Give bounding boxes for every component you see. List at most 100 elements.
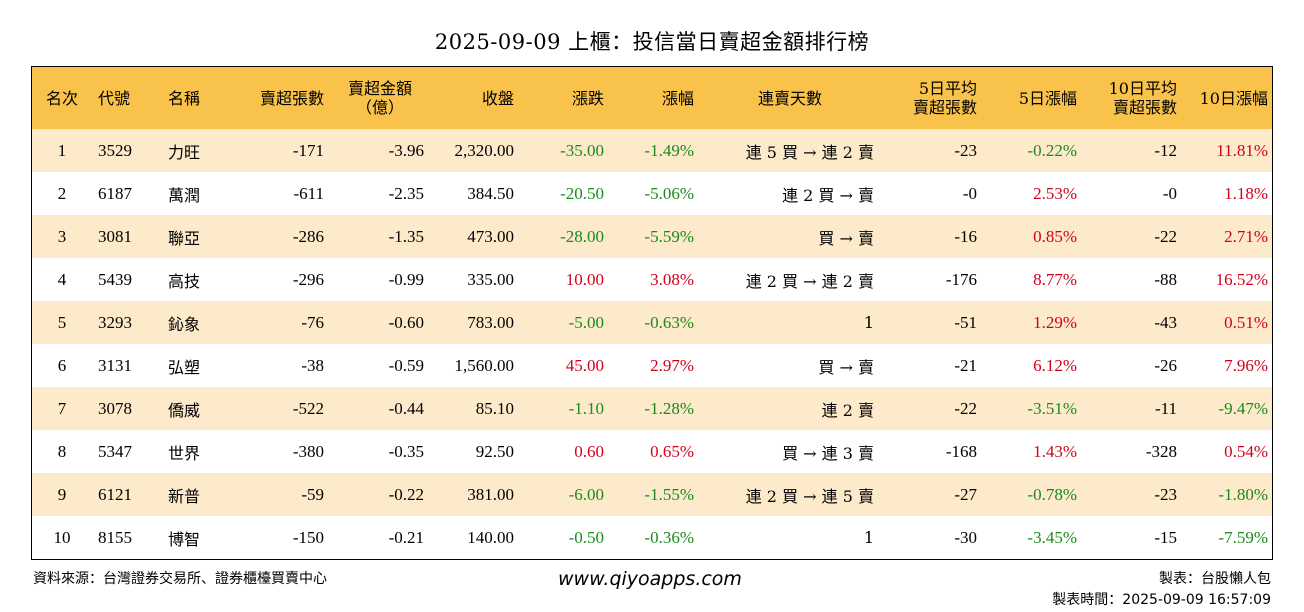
table-row: 6 3131 弘塑 -38 -0.59 1,560.00 45.00 2.97% 買 → 賣 -2… xyxy=(32,344,1272,387)
cell-close: 1,560.00 xyxy=(454,355,515,375)
cell-sell-amount: -0.44 xyxy=(388,398,424,418)
cell-streak: 買 → 賣 xyxy=(818,357,874,377)
cell-avg10: -0 xyxy=(1162,183,1177,203)
cell-pct: -1.28% xyxy=(644,398,694,418)
cell-streak: 買 → 連 3 賣 xyxy=(782,443,874,463)
cell-pct5: 2.53% xyxy=(1033,183,1077,203)
cell-sell-lots: -286 xyxy=(292,226,324,246)
cell-avg10: -12 xyxy=(1154,140,1177,160)
cell-change: -5.00 xyxy=(568,312,604,332)
header-sell-amount-line1: 賣超金額 xyxy=(347,79,412,98)
cell-sell-lots: -76 xyxy=(301,312,324,332)
cell-avg5: -16 xyxy=(954,226,977,246)
table-row: 8 5347 世界 -380 -0.35 92.50 0.60 0.65% 買 → 連 3 賣 -… xyxy=(32,430,1272,473)
header-pct5: 5日漲幅 xyxy=(1018,88,1077,108)
cell-name: 鈊象 xyxy=(168,314,201,334)
cell-name: 博智 xyxy=(168,529,201,549)
cell-pct: -5.06% xyxy=(644,183,694,203)
table-row: 1 3529 力旺 -171 -3.96 2,320.00 -35.00 -1.49% 連 5 … xyxy=(32,129,1272,172)
made-time: 製表時間：2025-09-09 16:57:09 xyxy=(1052,592,1271,608)
cell-streak: 連 2 買 → 連 2 賣 xyxy=(745,271,874,291)
cell-sell-amount: -1.35 xyxy=(388,226,424,246)
header-avg5-line1: 5日平均 xyxy=(918,79,977,98)
website-link[interactable]: www.qiyoapps.com xyxy=(558,568,742,590)
cell-pct10: 1.18% xyxy=(1224,183,1268,203)
table-row: 4 5439 高技 -296 -0.99 335.00 10.00 3.08% 連 2 買 → … xyxy=(32,258,1272,301)
header-name: 名稱 xyxy=(168,88,201,108)
cell-sell-lots: -171 xyxy=(292,140,324,160)
cell-pct5: -3.45% xyxy=(1027,527,1077,547)
data-source: 資料來源：台灣證券交易所、證券櫃檯買賣中心 xyxy=(33,571,327,587)
header-pct: 漲幅 xyxy=(661,88,694,108)
cell-pct10: 11.81% xyxy=(1216,140,1268,160)
cell-pct5: 1.43% xyxy=(1033,441,1077,461)
cell-rank: 3 xyxy=(57,226,67,246)
cell-streak: 1 xyxy=(863,313,874,332)
cell-sell-amount: -0.59 xyxy=(388,355,424,375)
header-avg10: 10日平均 賣超張數 xyxy=(1083,67,1183,129)
header-avg5-line2: 賣超張數 xyxy=(912,98,977,117)
cell-name: 新普 xyxy=(168,486,201,506)
header-avg10-line2: 賣超張數 xyxy=(1112,98,1177,117)
cell-avg10: -43 xyxy=(1154,312,1177,332)
cell-sell-amount: -0.60 xyxy=(388,312,424,332)
cell-sell-lots: -59 xyxy=(301,484,324,504)
cell-rank: 9 xyxy=(57,484,67,504)
header-sell-lots: 賣超張數 xyxy=(259,88,324,108)
cell-change: -20.50 xyxy=(560,183,604,203)
cell-streak: 連 2 買 → 賣 xyxy=(782,185,874,205)
table-row: 10 8155 博智 -150 -0.21 140.00 -0.50 -0.36% 1 -30 -3… xyxy=(32,516,1272,559)
cell-code: 3131 xyxy=(98,355,132,375)
cell-code: 3529 xyxy=(98,140,132,160)
cell-pct: 0.65% xyxy=(650,441,694,461)
cell-streak: 連 2 賣 xyxy=(821,400,874,420)
cell-name: 聯亞 xyxy=(168,228,201,248)
cell-name: 弘塑 xyxy=(168,357,201,377)
cell-sell-lots: -296 xyxy=(292,269,324,289)
header-streak: 連賣天數 xyxy=(757,88,822,108)
cell-sell-amount: -0.35 xyxy=(388,441,424,461)
cell-change: -28.00 xyxy=(560,226,604,246)
cell-streak: 買 → 賣 xyxy=(818,228,874,248)
cell-pct10: 16.52% xyxy=(1215,269,1268,289)
cell-pct10: 2.71% xyxy=(1224,226,1268,246)
cell-sell-lots: -150 xyxy=(292,527,324,547)
cell-pct5: 0.85% xyxy=(1033,226,1077,246)
header-sell-amount: 賣超金額 （億） xyxy=(330,67,430,129)
cell-rank: 5 xyxy=(57,312,67,332)
cell-sell-lots: -611 xyxy=(293,183,324,203)
header-sell-amount-line2: （億） xyxy=(355,98,404,117)
cell-pct: 3.08% xyxy=(650,269,694,289)
cell-code: 6187 xyxy=(98,183,132,203)
cell-avg5: -168 xyxy=(945,441,977,461)
header-close: 收盤 xyxy=(481,88,514,108)
cell-sell-lots: -380 xyxy=(292,441,324,461)
cell-avg5: -27 xyxy=(954,484,977,504)
cell-avg10: -328 xyxy=(1145,441,1177,461)
cell-avg10: -22 xyxy=(1154,226,1177,246)
cell-pct: -1.49% xyxy=(644,140,694,160)
cell-name: 世界 xyxy=(168,443,201,463)
cell-pct5: 6.12% xyxy=(1033,355,1077,375)
cell-pct: 2.97% xyxy=(650,355,694,375)
cell-avg10: -11 xyxy=(1154,398,1177,418)
cell-pct10: -9.47% xyxy=(1218,398,1268,418)
cell-avg5: -0 xyxy=(962,183,977,203)
header-avg10-line1: 10日平均 xyxy=(1108,79,1177,98)
cell-pct10: 7.96% xyxy=(1224,355,1268,375)
cell-streak: 連 2 買 → 連 5 賣 xyxy=(745,486,874,506)
cell-rank: 6 xyxy=(57,355,67,375)
maker-credit: 製表：台股懶人包 xyxy=(1159,571,1271,587)
cell-change: -1.10 xyxy=(568,398,604,418)
cell-streak: 1 xyxy=(863,528,874,547)
cell-pct5: 1.29% xyxy=(1033,312,1077,332)
cell-avg5: -23 xyxy=(954,140,977,160)
cell-close: 92.50 xyxy=(475,441,514,461)
cell-name: 萬潤 xyxy=(168,185,201,205)
cell-sell-amount: -0.22 xyxy=(388,484,424,504)
cell-pct5: -0.22% xyxy=(1027,140,1077,160)
table-row: 7 3078 僑威 -522 -0.44 85.10 -1.10 -1.28% 連 2 賣 -22… xyxy=(32,387,1272,430)
cell-pct10: -7.59% xyxy=(1218,527,1268,547)
cell-sell-amount: -2.35 xyxy=(388,183,424,203)
cell-close: 2,320.00 xyxy=(454,140,515,160)
